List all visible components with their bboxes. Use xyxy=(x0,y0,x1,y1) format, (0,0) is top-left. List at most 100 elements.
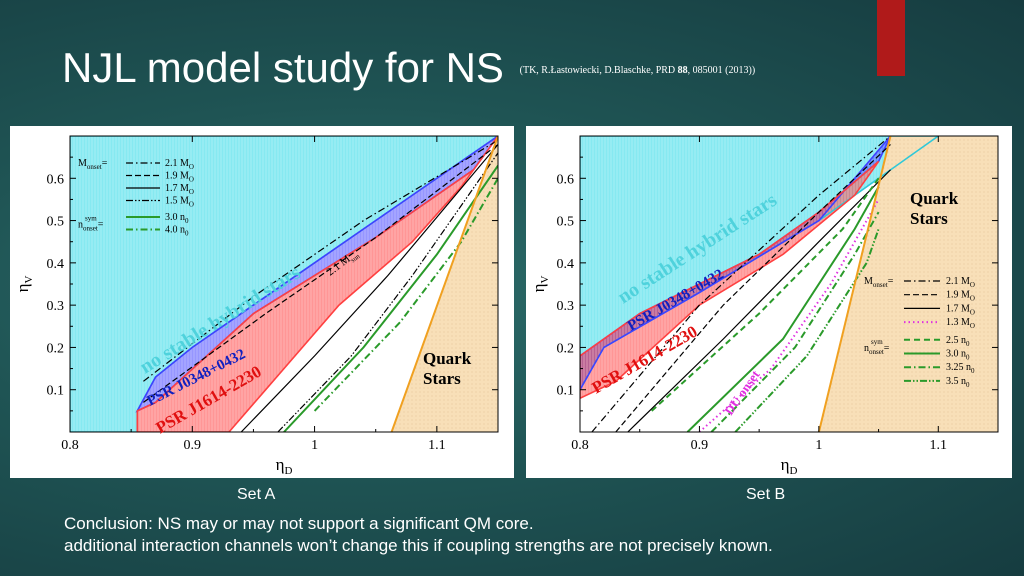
legend-entry-5: 4.0 n0 xyxy=(165,225,189,238)
series-line-3 xyxy=(698,198,880,432)
y-tick-label-2: 0.3 xyxy=(557,299,575,314)
legend-nonset-sup: sym xyxy=(85,215,97,223)
region-border-2 xyxy=(580,160,880,400)
conclusion-line-2: additional interaction channels won’t ch… xyxy=(64,536,773,555)
legend-entry-3: 1.5 MO xyxy=(165,196,194,209)
y-tick-label-2: 0.3 xyxy=(47,299,65,314)
legend-monset-sub: onset xyxy=(87,163,102,171)
legend-entry-4: 2.5 n0 xyxy=(946,335,970,348)
annotation-5: Stars xyxy=(910,209,948,228)
legend-monset-eq: = xyxy=(888,276,894,287)
series-line-7 xyxy=(734,228,880,432)
legend-nonset-eq: = xyxy=(884,343,890,354)
legend-entry-2: 1.7 MO xyxy=(946,303,975,316)
y-tick-label-5: 0.6 xyxy=(557,172,575,187)
legend-entry-0: 2.1 MO xyxy=(946,276,975,289)
legend-monset-eq: = xyxy=(102,158,108,169)
accent-bar xyxy=(877,0,905,76)
set-b-label: Set B xyxy=(746,486,786,503)
series-line-2 xyxy=(627,169,891,432)
region-hatch-2 xyxy=(580,161,879,399)
citation-prefix: (TK, R.Łastowiecki, D.Blaschke, PRD xyxy=(519,65,678,77)
x-tick-label-1: 0.9 xyxy=(184,438,202,453)
legend-entry-sub-7: 0 xyxy=(966,381,970,389)
x-tick-label-2: 1 xyxy=(815,438,822,453)
legend-entry-sub-2: O xyxy=(970,308,975,316)
series-line-6 xyxy=(390,136,498,432)
legend-entry-sub-6: 0 xyxy=(971,367,975,375)
citation: (TK, R.Łastowiecki, D.Blaschke, PRD 88, … xyxy=(520,65,756,76)
legend-entry-4: 3.0 n0 xyxy=(165,212,189,225)
series-line-4 xyxy=(651,177,880,412)
set-a-label: Set A xyxy=(237,486,276,503)
region-hatch-0 xyxy=(70,136,498,432)
legend-entry-sub-2: O xyxy=(189,188,194,196)
annotation-4: Quark xyxy=(910,189,959,208)
legend-entry-1: 1.9 MO xyxy=(165,171,194,184)
legend-entry-6: 3.25 n0 xyxy=(946,362,975,375)
series-line-5 xyxy=(686,186,880,432)
legend-entry-1: 1.9 MO xyxy=(946,290,975,303)
region-hatch-2 xyxy=(137,136,498,432)
y-tick-label-0: 0.1 xyxy=(47,384,65,399)
legend-entry-3: 1.3 MO xyxy=(946,317,975,330)
y-axis-label-sub: V xyxy=(539,276,551,284)
series-line-0 xyxy=(143,139,498,382)
x-tick-label-1: 0.9 xyxy=(691,438,709,453)
annotation-sub-5: sun xyxy=(350,253,362,265)
y-tick-label-4: 0.5 xyxy=(557,215,575,230)
y-tick-label-0: 0.1 xyxy=(557,384,575,399)
y-axis-label: ηV xyxy=(529,276,551,293)
legend-nonset-sub: onset xyxy=(869,348,884,356)
x-tick-label-2: 1 xyxy=(311,438,318,453)
series-line-2 xyxy=(240,144,498,432)
legend: 2.1 MO1.9 MO1.7 MO1.5 MO3.0 n04.0 n0Mons… xyxy=(78,158,194,238)
x-tick-label-0: 0.8 xyxy=(571,438,589,453)
legend-entry-sub-5: 0 xyxy=(185,230,189,238)
legend-entry-sub-1: O xyxy=(970,295,975,303)
series-line-1 xyxy=(615,144,891,432)
legend-entry-sub-0: O xyxy=(189,163,194,171)
y-axis-label-sub: V xyxy=(23,276,35,284)
x-axis-label: ηD xyxy=(276,455,293,477)
legend-entry-sub-4: 0 xyxy=(185,217,189,225)
legend-entry-sub-3: O xyxy=(189,201,194,209)
series-line-0 xyxy=(591,136,891,432)
conclusion: Conclusion: NS may or may not support a … xyxy=(64,513,773,557)
legend-entry-5: 3.0 n0 xyxy=(946,349,970,362)
series-line-1 xyxy=(143,144,498,403)
series-line-5 xyxy=(313,177,498,412)
region-dots xyxy=(818,136,998,432)
y-tick-label-4: 0.5 xyxy=(47,215,65,230)
legend-entry-sub-4: 0 xyxy=(966,340,970,348)
x-axis-label-sub: D xyxy=(284,465,292,477)
citation-volume: 88 xyxy=(677,65,688,77)
legend-entry-sub-5: 0 xyxy=(966,354,970,362)
x-axis-label-sub: D xyxy=(789,465,797,477)
plot-area xyxy=(70,136,498,432)
plot-area xyxy=(580,136,998,432)
legend-monset-sub: onset xyxy=(873,281,888,289)
legend-nonset-sup: sym xyxy=(871,338,883,346)
legend-entry-0: 2.1 MO xyxy=(165,158,194,171)
annotation-4: Stars xyxy=(423,369,461,388)
legend: 2.1 MO1.9 MO1.7 MO1.3 MO 2.5 n03.0 n03.25… xyxy=(864,276,975,389)
citation-suffix: , 085001 (2013)) xyxy=(687,65,756,77)
series-line-6 xyxy=(710,211,880,432)
x-tick-label-0: 0.8 xyxy=(61,438,79,453)
y-tick-label-3: 0.4 xyxy=(47,257,65,272)
x-axis-label: ηD xyxy=(781,455,798,477)
slide-title: NJL model study for NS (TK, R.Łastowieck… xyxy=(62,44,755,92)
chart-set-b: 0.8 0.9 1 1.1 0.1 0.2 0.3 0.4 0.5 0.6 ηD ηV 2.1 MO 1.… xyxy=(526,126,1012,478)
x-tick-label-3: 1.1 xyxy=(428,438,446,453)
y-tick-label-1: 0.2 xyxy=(557,341,575,356)
legend-entry-2: 1.7 MO xyxy=(165,183,194,196)
region-border-2 xyxy=(136,136,498,432)
legend-entry-sub-0: O xyxy=(970,281,975,289)
y-tick-label-5: 0.6 xyxy=(47,172,65,187)
legend-entry-sub-1: O xyxy=(189,176,194,184)
conclusion-line-1: Conclusion: NS may or may not support a … xyxy=(64,514,534,533)
y-tick-label-3: 0.4 xyxy=(557,257,575,272)
